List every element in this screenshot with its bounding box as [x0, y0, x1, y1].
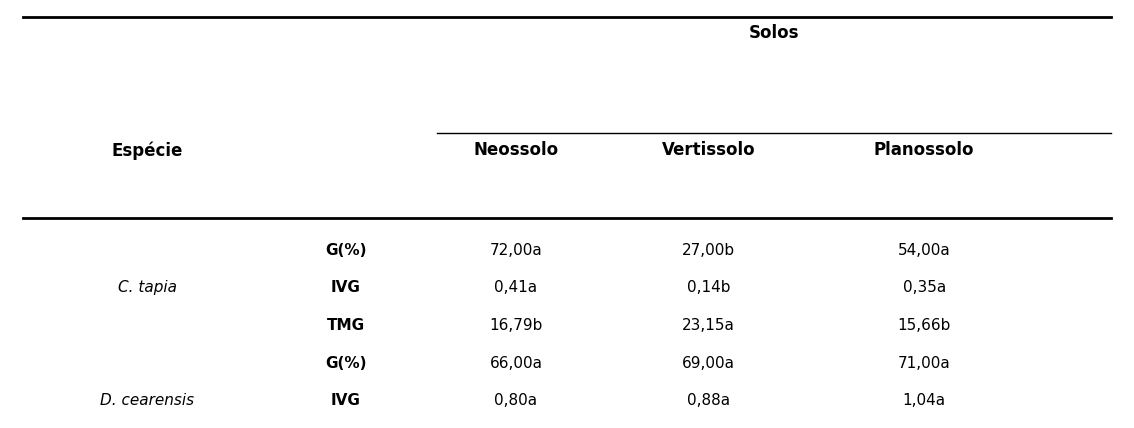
Text: TMG: TMG	[327, 318, 365, 333]
Text: Solos: Solos	[748, 24, 799, 42]
Text: 1,04a: 1,04a	[903, 393, 946, 408]
Text: 23,15a: 23,15a	[683, 318, 735, 333]
Text: Planossolo: Planossolo	[874, 141, 974, 159]
Text: Neossolo: Neossolo	[473, 141, 559, 159]
Text: 0,35a: 0,35a	[903, 280, 946, 295]
Text: 27,00b: 27,00b	[683, 243, 735, 258]
Text: Vertissolo: Vertissolo	[662, 141, 755, 159]
Text: 66,00a: 66,00a	[490, 356, 542, 371]
Text: 71,00a: 71,00a	[898, 356, 950, 371]
Text: Espécie: Espécie	[112, 141, 183, 160]
Text: 54,00a: 54,00a	[898, 243, 950, 258]
Text: 15,66b: 15,66b	[897, 318, 951, 333]
Text: 69,00a: 69,00a	[683, 356, 735, 371]
Text: IVG: IVG	[331, 280, 361, 295]
Text: 0,80a: 0,80a	[494, 393, 538, 408]
Text: 0,88a: 0,88a	[687, 393, 730, 408]
Text: 72,00a: 72,00a	[490, 243, 542, 258]
Text: 0,14b: 0,14b	[687, 280, 730, 295]
Text: 0,41a: 0,41a	[494, 280, 538, 295]
Text: D. cearensis: D. cearensis	[100, 393, 195, 408]
Text: IVG: IVG	[331, 393, 361, 408]
Text: G(%): G(%)	[325, 243, 366, 258]
Text: G(%): G(%)	[325, 356, 366, 371]
Text: C. tapia: C. tapia	[118, 280, 177, 295]
Text: 16,79b: 16,79b	[489, 318, 543, 333]
